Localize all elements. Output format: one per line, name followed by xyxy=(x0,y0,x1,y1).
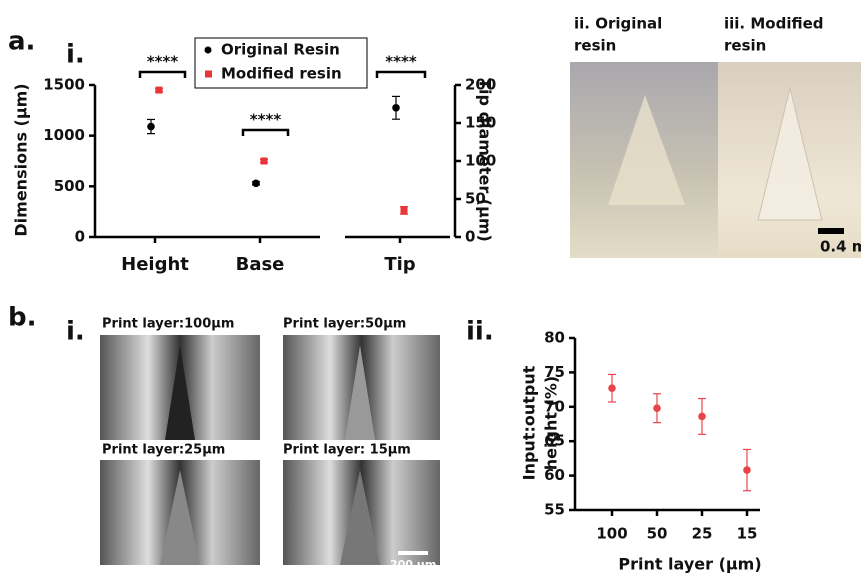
figure: a. i. ii. Original resin iii. Modified r… xyxy=(0,0,861,578)
y-tick-label: 55 xyxy=(544,501,565,519)
sem-label: Print layer:50µm xyxy=(283,317,406,332)
point xyxy=(156,87,163,94)
point xyxy=(401,207,408,214)
y-tick-label: 0 xyxy=(75,228,85,246)
legend-marker xyxy=(205,47,212,54)
panel-label: a. xyxy=(8,27,35,57)
point xyxy=(698,413,706,421)
scale-label: 0.4 mm xyxy=(820,238,861,256)
y-tick-label: 500 xyxy=(54,177,85,195)
y2-tick-label: 0 xyxy=(465,228,475,246)
panel-label: ii. xyxy=(466,317,494,347)
sig-bracket xyxy=(243,130,288,136)
point xyxy=(608,384,616,392)
y-axis-title: Input:output xyxy=(520,365,539,480)
panel-label: b. xyxy=(8,303,37,333)
point xyxy=(252,179,260,187)
x-tick-label: 25 xyxy=(692,525,713,543)
photo-caption: ii. Original xyxy=(574,15,662,33)
point xyxy=(743,466,751,474)
scale-label: 200 µm xyxy=(390,558,436,571)
y-tick-label: 1500 xyxy=(43,76,85,94)
sig-label: **** xyxy=(147,53,179,71)
x-tick-label: Height xyxy=(121,254,189,275)
x-tick-label: Base xyxy=(236,254,285,275)
point xyxy=(147,123,155,131)
y-tick-label: 80 xyxy=(544,329,565,347)
sem-label: Print layer:100µm xyxy=(102,317,234,332)
photo-caption: iii. Modified xyxy=(724,15,824,33)
sem-label: Print layer: 15µm xyxy=(283,443,411,458)
y-axis-title: Dimensions (µm) xyxy=(12,83,31,236)
x-tick-label: 50 xyxy=(647,525,668,543)
sig-label: **** xyxy=(250,111,282,129)
x-tick-label: 100 xyxy=(596,525,627,543)
legend-marker xyxy=(205,71,212,78)
y2-axis-title: Tip diameter (µm) xyxy=(476,78,495,242)
y-tick-label: 1000 xyxy=(43,126,85,144)
y-axis-title: height (%) xyxy=(542,376,561,470)
sig-bracket xyxy=(140,72,185,78)
x-tick-label: 15 xyxy=(737,525,758,543)
x-axis-title: Print layer (µm) xyxy=(618,555,761,574)
sig-label: **** xyxy=(385,53,417,71)
legend-label: Original Resin xyxy=(221,41,340,59)
sig-bracket xyxy=(377,72,425,78)
legend-label: Modified resin xyxy=(221,65,342,83)
point xyxy=(653,404,661,412)
photo-caption: resin xyxy=(724,37,766,55)
point xyxy=(261,158,268,165)
x-tick-label: Tip xyxy=(384,254,415,275)
sem-label: Print layer:25µm xyxy=(102,443,225,458)
panel-label: i. xyxy=(66,40,85,70)
panel-label: i. xyxy=(66,317,85,347)
point xyxy=(392,104,400,112)
photo-caption: resin xyxy=(574,37,616,55)
